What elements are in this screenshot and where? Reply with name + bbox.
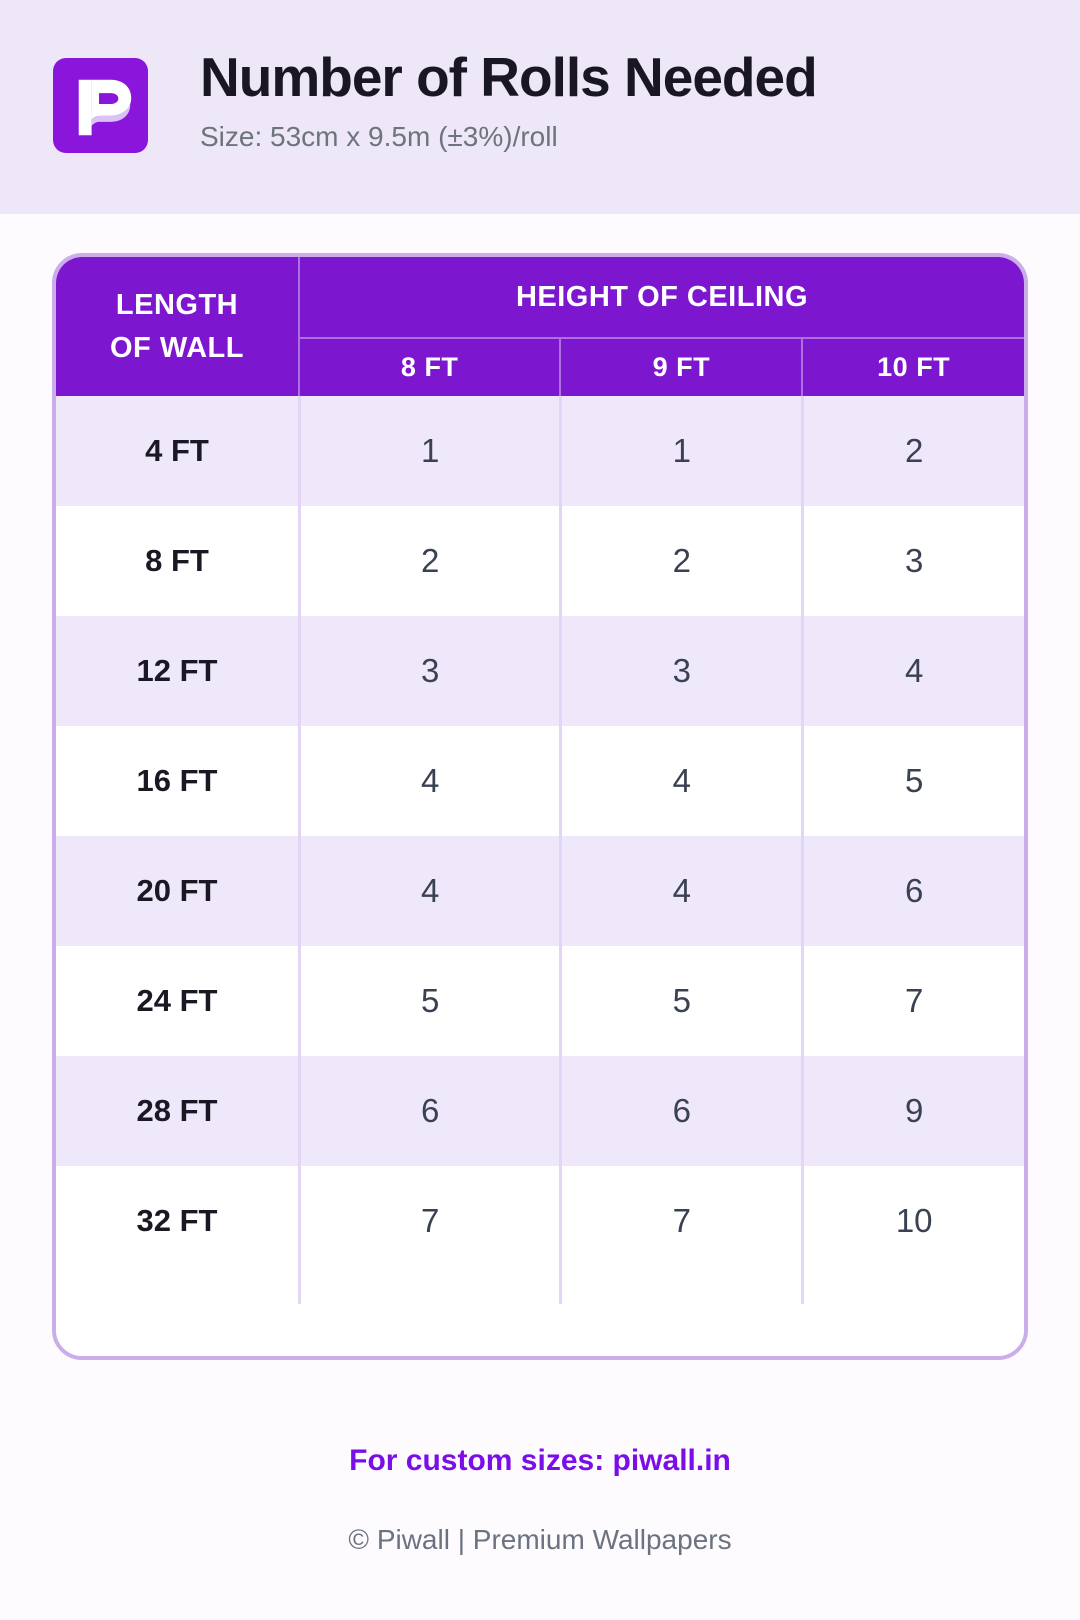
col-header-8ft: 8 FT [298, 337, 560, 396]
piwall-p-logo-icon [78, 79, 132, 136]
table-row: 24 FT 5 5 7 [56, 946, 1024, 1056]
cell-value: 4 [801, 616, 1024, 726]
cell-value: 7 [801, 946, 1024, 1056]
table-spacer-row [56, 1276, 1024, 1304]
col-header-length-of-wall-label: LENGTH OF WALL [110, 289, 244, 364]
cell-value: 1 [559, 396, 801, 506]
main-content: LENGTH OF WALL HEIGHT OF CEILING 8 FT 9 … [0, 253, 1080, 1360]
spacer-cell [56, 1276, 298, 1304]
row-label: 8 FT [145, 543, 209, 578]
cell-value: 6 [298, 1056, 559, 1166]
table-row: 28 FT 6 6 9 [56, 1056, 1024, 1166]
col-header-10ft: 10 FT [801, 337, 1024, 396]
page-title: Number of Rolls Needed [200, 46, 818, 108]
table-row: 20 FT 4 4 6 [56, 836, 1024, 946]
cell-value: 4 [298, 726, 559, 836]
page-subtitle: Size: 53cm x 9.5m (±3%)/roll [200, 121, 558, 152]
cell-value: 10 [801, 1166, 1024, 1276]
cell-value: 9 [801, 1056, 1024, 1166]
row-label: 16 FT [136, 763, 218, 798]
table-row: 8 FT 2 2 3 [56, 506, 1024, 616]
spacer-cell [559, 1276, 801, 1304]
cell-value: 7 [298, 1166, 559, 1276]
title-block: Number of Rolls Needed Size: 53cm x 9.5m… [200, 46, 818, 153]
cell-value: 5 [298, 946, 559, 1056]
cell-value: 6 [801, 836, 1024, 946]
col-header-length-of-wall: LENGTH OF WALL [56, 257, 298, 396]
row-label: 28 FT [136, 1093, 218, 1128]
cell-value: 4 [298, 836, 559, 946]
row-label: 12 FT [136, 653, 218, 688]
infographic-page: Number of Rolls Needed Size: 53cm x 9.5m… [0, 0, 1080, 1556]
cell-value: 7 [559, 1166, 801, 1276]
cell-value: 5 [559, 946, 801, 1056]
rolls-table-card: LENGTH OF WALL HEIGHT OF CEILING 8 FT 9 … [52, 253, 1028, 1360]
copyright-text: © Piwall | Premium Wallpapers [348, 1524, 732, 1555]
cell-value: 2 [559, 506, 801, 616]
row-label: 32 FT [136, 1203, 218, 1238]
table-row: 16 FT 4 4 5 [56, 726, 1024, 836]
cell-value: 2 [801, 396, 1024, 506]
cell-value: 6 [559, 1056, 801, 1166]
page-header: Number of Rolls Needed Size: 53cm x 9.5m… [0, 0, 1080, 214]
table-row: 12 FT 3 3 4 [56, 616, 1024, 726]
cell-value: 5 [801, 726, 1024, 836]
piwall-logo [53, 58, 148, 153]
table-row: 4 FT 1 1 2 [56, 396, 1024, 506]
cell-value: 3 [801, 506, 1024, 616]
cell-value: 3 [298, 616, 559, 726]
cell-value: 4 [559, 836, 801, 946]
row-label: 20 FT [136, 873, 218, 908]
card-bottom-padding [56, 1304, 1024, 1356]
row-label: 24 FT [136, 983, 218, 1018]
cell-value: 1 [298, 396, 559, 506]
table-row: 32 FT 7 7 10 [56, 1166, 1024, 1276]
row-label: 4 FT [145, 433, 209, 468]
col-header-9ft: 9 FT [559, 337, 802, 396]
table-header: LENGTH OF WALL HEIGHT OF CEILING 8 FT 9 … [56, 257, 1024, 396]
cell-value: 3 [559, 616, 801, 726]
spacer-cell [298, 1276, 559, 1304]
spacer-cell [801, 1276, 1024, 1304]
custom-sizes-link[interactable]: For custom sizes: piwall.in [349, 1444, 731, 1477]
cell-value: 2 [298, 506, 559, 616]
col-group-header-height-of-ceiling: HEIGHT OF CEILING [298, 257, 1024, 337]
page-footer: For custom sizes: piwall.in © Piwall | P… [0, 1444, 1080, 1556]
cell-value: 4 [559, 726, 801, 836]
